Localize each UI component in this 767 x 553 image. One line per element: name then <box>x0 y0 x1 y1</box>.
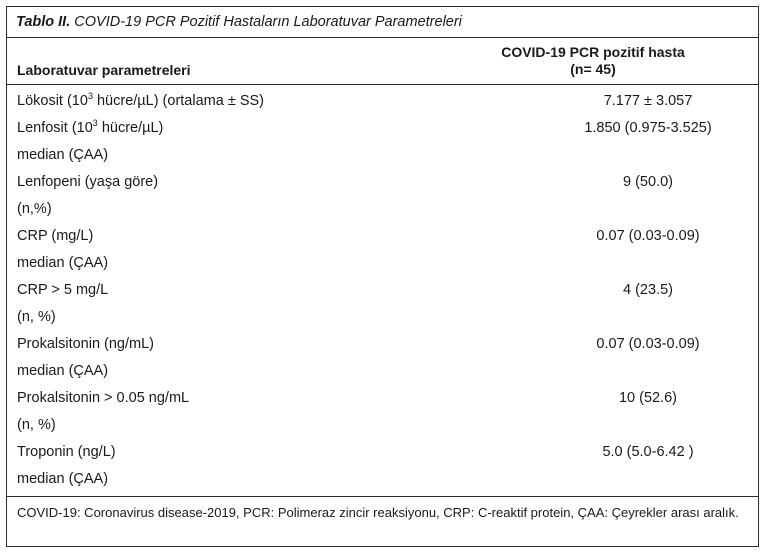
parameter-cell: CRP > 5 mg/L (n, %) <box>7 277 427 331</box>
caption-label: Tablo II. <box>16 14 71 30</box>
parameter-name: CRP (mg/L) <box>17 228 94 244</box>
parameter-unit: median (ÇAA) <box>17 471 109 487</box>
table-footnote: COVID-19: Coronavirus disease-2019, PCR:… <box>7 496 758 521</box>
parameter-name: CRP > 5 mg/L <box>17 282 109 298</box>
value-cell: 10 (52.6) <box>618 390 678 406</box>
caption-text: COVID-19 PCR Pozitif Hastaların Laboratu… <box>74 14 462 30</box>
table-row: Lökosit (103 hücre/µL) (ortalama ± SS) 7.… <box>7 85 758 116</box>
parameter-unit: median (ÇAA) <box>17 147 109 163</box>
parameter-name: Lenfosit (103 hücre/µL) <box>17 118 164 137</box>
table-row: Prokalsitonin > 0.05 ng/mL (n, %) 10 (52.6… <box>7 385 758 439</box>
parameter-unit: (n, %) <box>17 417 56 433</box>
value-cell: 1.850 (0.975-3.525) <box>584 120 712 136</box>
table-body: Lökosit (103 hücre/µL) (ortalama ± SS) 7.… <box>7 85 758 497</box>
parameter-unit: median (ÇAA) <box>17 255 109 271</box>
value-cell: 0.07 (0.03-0.09) <box>596 228 700 244</box>
parameter-name: Lenfopeni (yaşa göre) <box>17 174 159 190</box>
parameter-name: Prokalsitonin (ng/mL) <box>17 336 154 352</box>
table-row: Lenfopeni (yaşa göre) (n,%) 9 (50.0) <box>7 169 758 223</box>
header-patients-line2: (n= 45) <box>570 61 616 77</box>
value-cell: 9 (50.0) <box>623 174 673 190</box>
table-caption: Tablo II. COVID-19 PCR Pozitif Hastaları… <box>7 7 758 38</box>
table-row: Troponin (ng/L) median (ÇAA) 5.0 (5.0-6.42… <box>7 439 758 496</box>
value-cell: 7.177 ± 3.057 <box>603 93 693 109</box>
parameter-cell: CRP (mg/L) median (ÇAA) <box>7 223 427 277</box>
value-cell: 4 (23.5) <box>623 282 673 298</box>
table-row: Lenfosit (103 hücre/µL) median (ÇAA) 1.850… <box>7 115 758 169</box>
parameter-unit: (n, %) <box>17 309 56 325</box>
value-cell: 5.0 (5.0-6.42 ) <box>602 444 694 460</box>
parameter-cell: Prokalsitonin > 0.05 ng/mL (n, %) <box>7 385 427 439</box>
parameter-cell: Lenfosit (103 hücre/µL) median (ÇAA) <box>7 115 427 169</box>
parameter-name: Lökosit (103 hücre/µL) (ortalama ± SS) <box>17 91 264 110</box>
table-row: Prokalsitonin (ng/mL) median (ÇAA) 0.07 (0… <box>7 331 758 385</box>
parameter-cell: Prokalsitonin (ng/mL) median (ÇAA) <box>7 331 427 385</box>
table-row: CRP (mg/L) median (ÇAA) 0.07 (0.03-0.09) <box>7 223 758 277</box>
header-row: Laboratuvar parametreleri COVID-19 PCR p… <box>7 38 758 85</box>
parameter-cell: Lökosit (103 hücre/µL) (ortalama ± SS) <box>7 85 427 116</box>
value-cell: 0.07 (0.03-0.09) <box>596 336 700 352</box>
parameter-name: Troponin (ng/L) <box>17 444 116 460</box>
parameter-cell: Troponin (ng/L) median (ÇAA) <box>7 439 427 496</box>
lab-parameters-table: Laboratuvar parametreleri COVID-19 PCR p… <box>7 38 758 496</box>
header-patients-line1: COVID-19 PCR pozitif hasta <box>501 44 685 60</box>
header-parameters: Laboratuvar parametreleri <box>7 38 427 85</box>
parameter-name: Prokalsitonin > 0.05 ng/mL <box>17 390 190 406</box>
parameter-unit: median (ÇAA) <box>17 363 109 379</box>
table-frame: Tablo II. COVID-19 PCR Pozitif Hastaları… <box>6 6 759 547</box>
parameter-cell: Lenfopeni (yaşa göre) (n,%) <box>7 169 427 223</box>
table-row: CRP > 5 mg/L (n, %) 4 (23.5) <box>7 277 758 331</box>
header-patients: COVID-19 PCR pozitif hasta (n= 45) <box>427 38 758 85</box>
parameter-unit: (n,%) <box>17 201 52 217</box>
